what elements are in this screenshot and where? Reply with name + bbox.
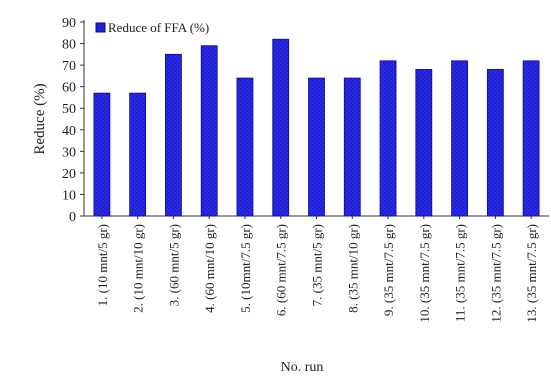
y-tick-label: 90 bbox=[62, 16, 76, 31]
x-axis bbox=[84, 215, 549, 219]
x-tick-label: 8. (35 mnt/10 gr) bbox=[345, 224, 360, 313]
y-axis: 0 10 20 30 40 50 60 70 80 90 bbox=[62, 16, 85, 225]
bar bbox=[200, 45, 218, 217]
legend-swatch bbox=[95, 22, 106, 33]
x-tick-label: 2. (10 mnt/10 gr) bbox=[131, 224, 146, 313]
legend-label: Reduce of FFA (%) bbox=[108, 20, 209, 35]
bar bbox=[165, 53, 182, 217]
x-tick-labels: 1. (10 mnt/5 gr) 2. (10 mnt/10 gr) 3. (60 … bbox=[95, 224, 539, 323]
x-tick-label: 11. (35 mnt/7.5 gr) bbox=[453, 224, 468, 322]
bar bbox=[522, 60, 540, 217]
bar bbox=[379, 60, 397, 217]
x-tick-label: 12. (35 mnt/7.5 gr) bbox=[488, 224, 503, 323]
bar bbox=[486, 69, 504, 217]
bar bbox=[415, 69, 433, 217]
x-tick-label: 4. (60 mnt/10 gr) bbox=[202, 224, 217, 313]
bars bbox=[93, 38, 540, 217]
bar bbox=[451, 60, 468, 217]
y-axis-title: Reduce (%) bbox=[32, 83, 48, 154]
legend: Reduce of FFA (%) bbox=[95, 20, 209, 35]
bar bbox=[308, 77, 325, 217]
y-tick-label: 0 bbox=[69, 210, 76, 225]
y-tick-label: 30 bbox=[62, 145, 76, 160]
x-tick-label: 10. (35 mnt/7.5 gr) bbox=[417, 224, 432, 323]
bar bbox=[93, 92, 111, 217]
x-tick-label: 7. (35 mnt/5 gr) bbox=[310, 224, 325, 306]
x-tick-label: 3. (60 mnt/5 gr) bbox=[166, 224, 181, 306]
y-tick-label: 60 bbox=[62, 81, 76, 96]
x-tick-label: 9. (35 mnt/7.5 gr) bbox=[381, 224, 396, 316]
y-tick-label: 80 bbox=[62, 38, 76, 53]
bar bbox=[272, 38, 290, 217]
x-tick-label: 5. (10mnt/7.5 gr) bbox=[238, 224, 253, 313]
y-tick-label: 10 bbox=[62, 188, 76, 203]
bar bbox=[129, 92, 147, 217]
y-tick-label: 40 bbox=[62, 124, 76, 139]
x-axis-title: No. run bbox=[281, 360, 324, 374]
y-tick-label: 70 bbox=[62, 59, 76, 74]
x-tick-label: 13. (35 mnt/7.5 gr) bbox=[524, 224, 539, 323]
y-tick-label: 50 bbox=[62, 102, 76, 117]
x-tick-label: 6. (60 mnt/7.5 gr) bbox=[274, 224, 289, 316]
x-tick-label: 1. (10 mnt/5 gr) bbox=[95, 224, 110, 306]
bar bbox=[343, 77, 361, 217]
bar bbox=[236, 77, 254, 217]
y-tick-label: 20 bbox=[62, 167, 76, 182]
